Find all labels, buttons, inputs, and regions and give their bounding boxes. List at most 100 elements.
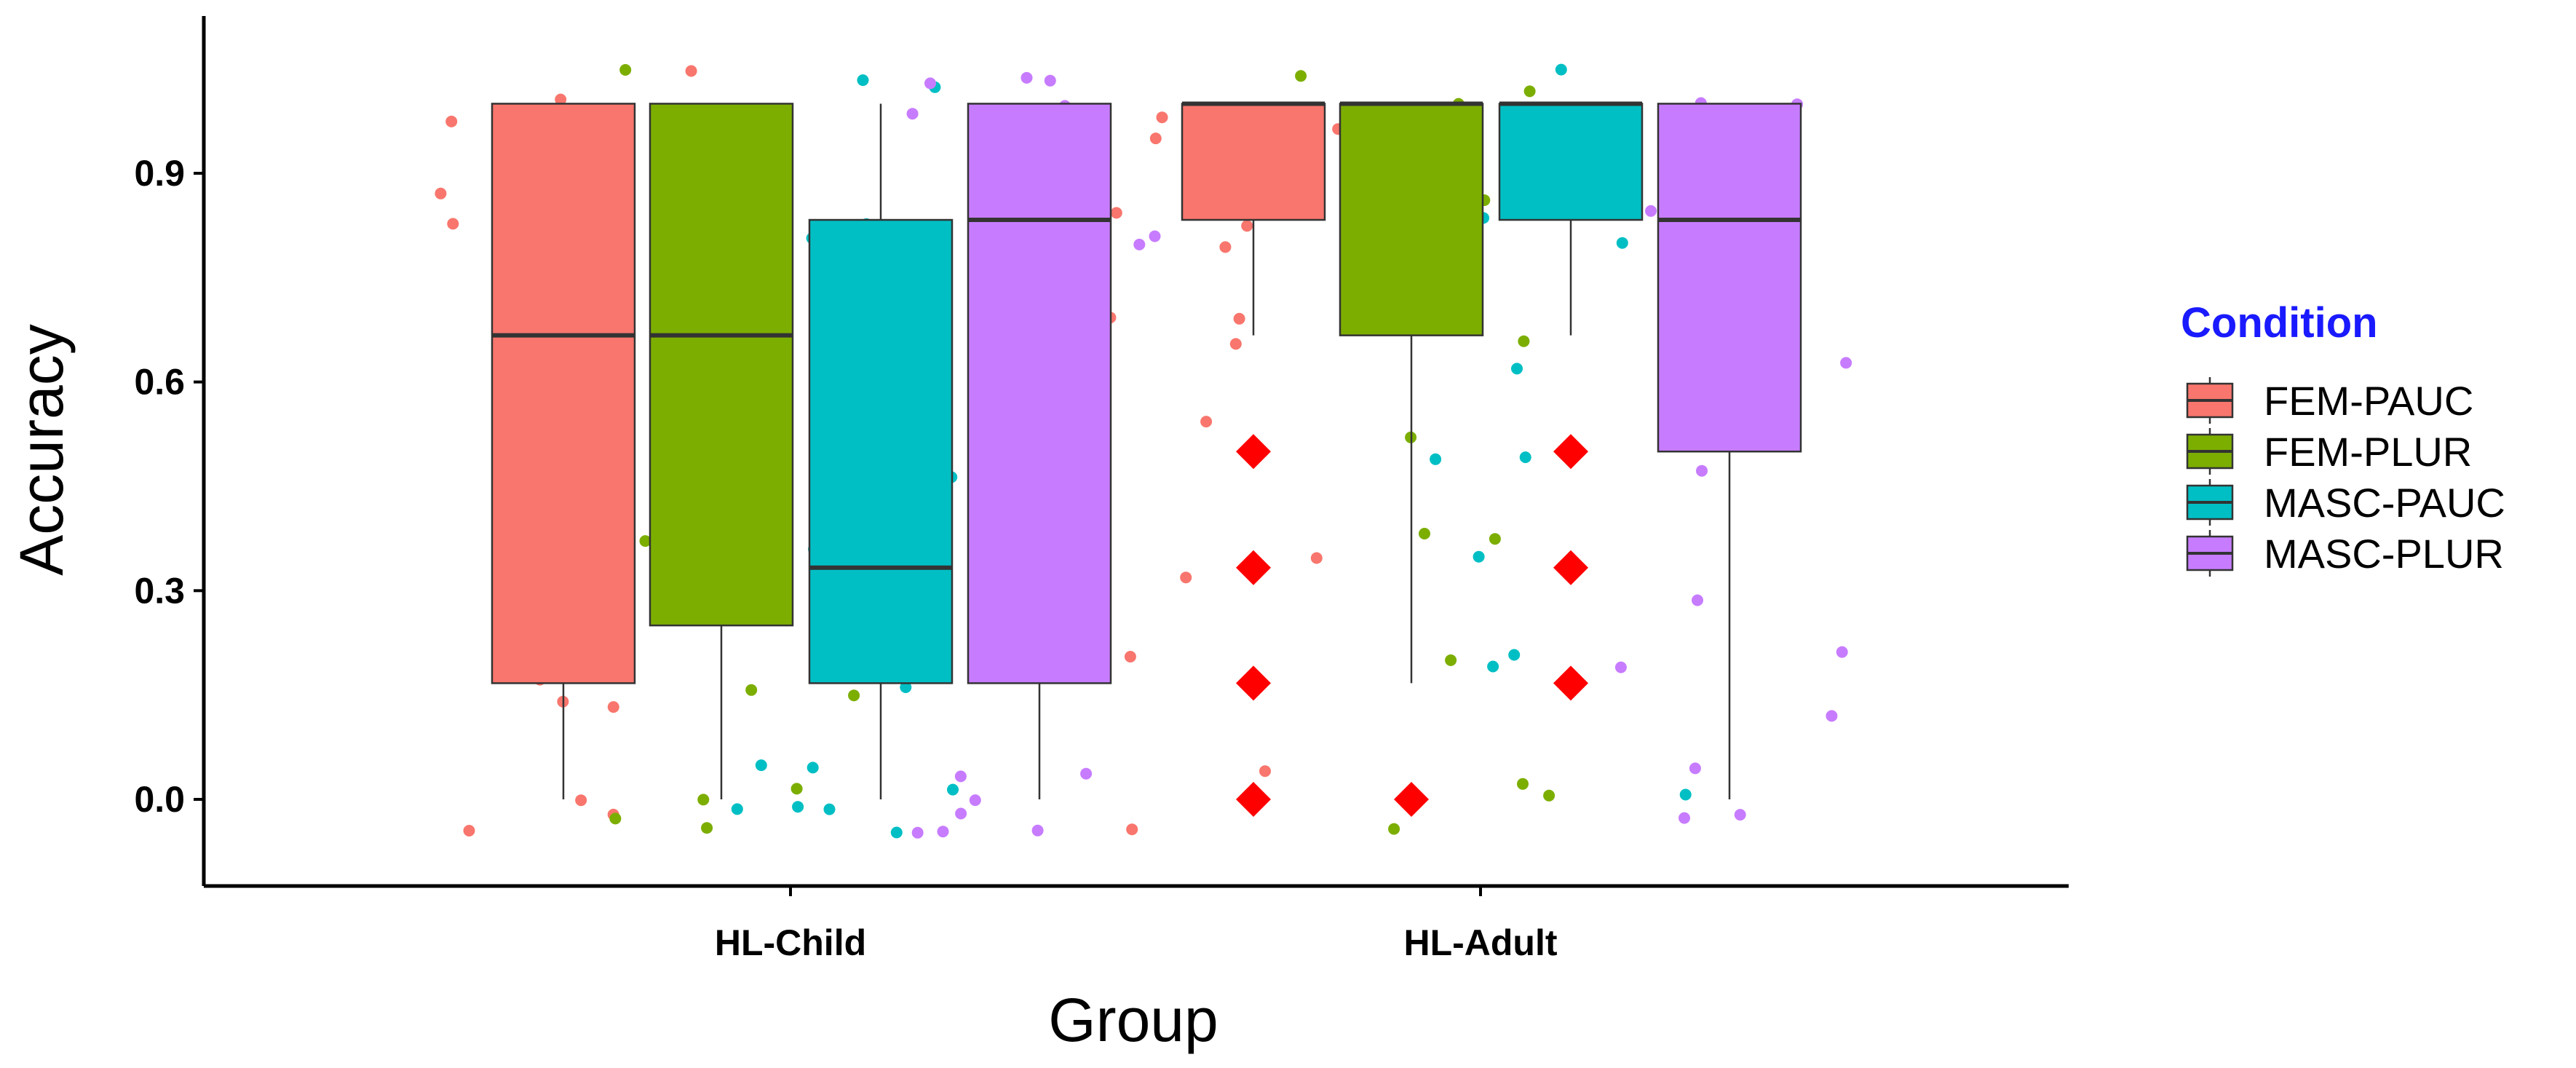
box-hl-child-fem-pauc (491, 103, 636, 684)
jitter-point (1124, 651, 1136, 662)
x-axis-title: Group (1048, 986, 1218, 1054)
jitter-point (937, 826, 949, 838)
jitter-point (1734, 809, 1746, 821)
jitter-point (697, 794, 710, 806)
outlier-point (1236, 665, 1271, 701)
jitter-point (890, 826, 903, 839)
jitter-point (900, 681, 912, 693)
outlier-point (1553, 665, 1588, 701)
y-tick-label: 0.3 (134, 570, 185, 611)
outlier-point (1553, 550, 1588, 585)
jitter-point (1511, 363, 1523, 375)
jitter-point (1555, 63, 1567, 76)
y-tick-label: 0.9 (134, 153, 185, 194)
jitter-point (1616, 237, 1628, 249)
jitter-point (1487, 660, 1499, 673)
jitter-point (823, 803, 836, 815)
jitter-point (1149, 230, 1161, 242)
jitter-point (954, 770, 967, 783)
legend-label-masc-pauc: MASC-PAUC (2264, 480, 2505, 526)
jitter-point (445, 115, 458, 127)
jitter-point (807, 762, 819, 774)
jitter-point (619, 64, 632, 76)
jitter-point (1110, 207, 1122, 219)
jitter-point (435, 187, 447, 199)
jitter-point (1696, 464, 1708, 477)
y-tick-label: 0.6 (134, 362, 185, 403)
jitter-point (755, 759, 767, 772)
jitter-point (1021, 71, 1033, 84)
jitter-point (575, 794, 587, 807)
jitter-point (790, 783, 803, 795)
jitter-point (1826, 710, 1838, 722)
jitter-point (463, 825, 475, 836)
jitter-point (1692, 594, 1703, 606)
outlier-point (1553, 434, 1588, 470)
jitter-point (1156, 111, 1168, 124)
jitter-point (1519, 451, 1531, 464)
jitter-point (1517, 778, 1529, 790)
jitter-point (1388, 823, 1400, 835)
jitter-point (1310, 552, 1323, 564)
jitter-point (1679, 812, 1690, 824)
jitter-point (447, 218, 459, 230)
jitter-point (969, 794, 981, 807)
jitter-point (609, 812, 622, 825)
outlier-point (1236, 550, 1271, 585)
jitter-point (857, 74, 869, 87)
jitter-point (1229, 338, 1242, 350)
jitter-point (1219, 241, 1232, 253)
jitter-point (1543, 789, 1555, 802)
jitter-point (607, 701, 619, 713)
jitter-point (1180, 571, 1192, 584)
jitter-point (1679, 788, 1692, 801)
jitter-point (1518, 335, 1530, 347)
jitter-point (1233, 312, 1245, 325)
jitter-point (1259, 765, 1271, 778)
jitter-point (1200, 416, 1213, 428)
jitter-point (1508, 649, 1521, 661)
jitter-point (1080, 767, 1093, 780)
jitter-point (1031, 824, 1044, 836)
jitter-point (1523, 85, 1536, 98)
jitter-point (1133, 238, 1146, 250)
jitter-point (685, 65, 697, 77)
jitter-point (1295, 70, 1307, 82)
jitter-point (1430, 453, 1442, 465)
legend-label-fem-plur: FEM-PLUR (2264, 429, 2472, 475)
box-hl-child-fem-plur (649, 103, 794, 627)
jitter-point (848, 689, 860, 702)
jitter-point (1689, 762, 1701, 775)
jitter-point (1044, 74, 1056, 87)
jitter-point (731, 803, 743, 815)
box-hl-adult-fem-plur (1339, 103, 1484, 336)
jitter-point (1840, 357, 1852, 369)
box-hl-child-masc-plur (967, 103, 1112, 684)
jitter-point (1836, 646, 1848, 658)
axes: 0.0 0.3 0.6 0.9 HL-Child HL-Adult (134, 16, 2069, 963)
jitter-point (1489, 533, 1501, 545)
jitter-point (1473, 550, 1485, 563)
jitter-point (701, 822, 713, 834)
outlier-point (1394, 782, 1429, 817)
jitter-point (1149, 132, 1162, 145)
jitter-point (955, 807, 967, 820)
jitter-point (911, 826, 924, 839)
outlier-point (1236, 434, 1271, 470)
box-hl-adult-fem-pauc (1181, 103, 1326, 221)
jitter-point (1645, 205, 1657, 217)
legend-label-fem-pauc: FEM-PAUC (2264, 378, 2473, 424)
jitter-point (924, 77, 936, 90)
jitter-point (1419, 528, 1430, 539)
jitter-point (1445, 654, 1457, 666)
outlier-point (1236, 782, 1271, 817)
jitter-point (1126, 823, 1138, 836)
jitter-point (792, 801, 804, 813)
legend-title: Condition (2181, 299, 2378, 347)
y-axis-title: Accuracy (7, 324, 76, 575)
jitter-point (555, 93, 567, 106)
jitter-point (906, 108, 919, 120)
box-hl-adult-masc-pauc (1498, 103, 1644, 221)
boxplots (491, 101, 1802, 799)
jitter-point (947, 783, 959, 796)
